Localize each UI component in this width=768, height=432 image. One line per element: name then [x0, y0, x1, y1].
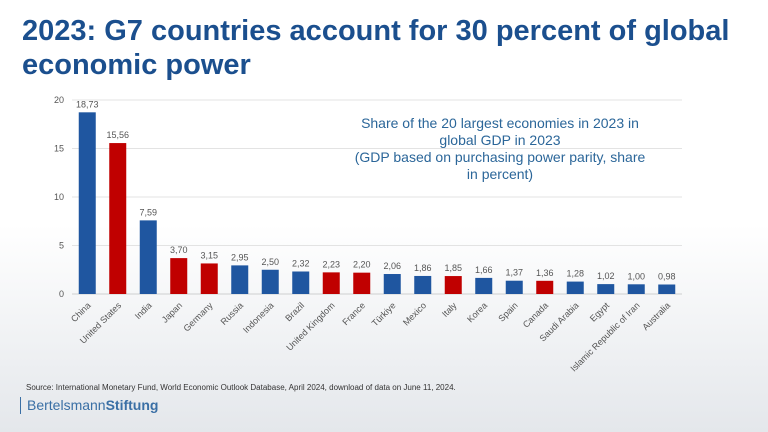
data-label: 1,28: [566, 269, 584, 279]
data-label: 1,00: [627, 271, 645, 281]
x-tick-label: Italy: [440, 300, 459, 319]
annotation-line: global GDP in 2023: [439, 132, 561, 148]
data-label: 1,37: [505, 268, 523, 278]
data-label: 1,66: [475, 265, 493, 275]
bar: [200, 263, 218, 294]
bar: [322, 272, 340, 294]
bar: [414, 275, 432, 294]
x-tick-label: Korea: [465, 300, 489, 324]
bar: [505, 280, 523, 294]
data-label: 2,50: [261, 257, 279, 267]
data-label: 1,02: [597, 271, 615, 281]
bar: [261, 269, 279, 294]
y-tick-label: 5: [59, 241, 64, 251]
x-tick-label: India: [133, 300, 154, 321]
logo: BertelsmannStiftung: [20, 397, 158, 414]
data-label: 2,32: [292, 258, 310, 268]
chart-annotation: Share of the 20 largest economies in 202…: [330, 115, 670, 183]
x-tick-label: China: [69, 300, 93, 324]
y-tick-label: 20: [54, 95, 64, 105]
x-tick-label: Australia: [640, 300, 672, 332]
bar: [109, 143, 127, 294]
data-label: 3,70: [170, 245, 188, 255]
y-tick-label: 0: [59, 289, 64, 299]
bar: [444, 276, 462, 294]
bar: [292, 271, 310, 294]
y-tick-label: 15: [54, 144, 64, 154]
annotation-line: in percent): [466, 166, 534, 182]
data-label: 15,56: [106, 130, 129, 140]
data-label: 2,06: [383, 261, 401, 271]
bar: [475, 277, 493, 294]
bar: [658, 284, 676, 294]
data-label: 2,20: [353, 260, 371, 270]
data-label: 18,73: [76, 99, 99, 109]
x-tick-label: France: [340, 300, 367, 327]
x-tick-label: Spain: [496, 300, 519, 323]
y-tick-label: 10: [54, 192, 64, 202]
annotation-line: (GDP based on purchasing power parity, s…: [354, 149, 646, 165]
data-label: 1,85: [444, 263, 462, 273]
x-tick-label: Mexico: [401, 300, 428, 327]
bar: [170, 258, 188, 294]
data-label: 7,59: [139, 207, 157, 217]
data-label: 3,15: [200, 250, 218, 260]
x-tick-label: Türkiye: [370, 300, 398, 328]
bar: [353, 272, 371, 294]
bar: [566, 281, 584, 294]
bar: [139, 220, 157, 294]
bar: [383, 274, 401, 294]
x-tick-label: Brazil: [283, 300, 306, 323]
data-label: 1,36: [536, 268, 554, 278]
x-tick-label: Germany: [181, 300, 215, 334]
data-label: 2,95: [231, 252, 249, 262]
bar: [597, 284, 615, 294]
x-tick-label: Canada: [521, 300, 550, 329]
logo-text-2: Stiftung: [105, 397, 159, 413]
bar: [231, 265, 249, 294]
bar: [536, 280, 554, 294]
logo-text-1: Bertelsmann: [27, 397, 106, 413]
data-label: 2,23: [322, 259, 340, 269]
data-label: 0,98: [658, 271, 676, 281]
x-tick-label: Japan: [160, 300, 184, 324]
x-tick-label: Russia: [219, 300, 246, 327]
source-note: Source: International Monetary Fund, Wor…: [26, 383, 456, 392]
annotation-line: Share of the 20 largest economies in 202…: [361, 115, 639, 131]
data-label: 1,86: [414, 263, 432, 273]
bar: [627, 284, 645, 294]
bar: [78, 112, 96, 294]
chart-title: 2023: G7 countries account for 30 percen…: [22, 15, 730, 81]
x-tick-label: Egypt: [588, 300, 612, 324]
x-tick-label: Indonesia: [241, 300, 276, 335]
